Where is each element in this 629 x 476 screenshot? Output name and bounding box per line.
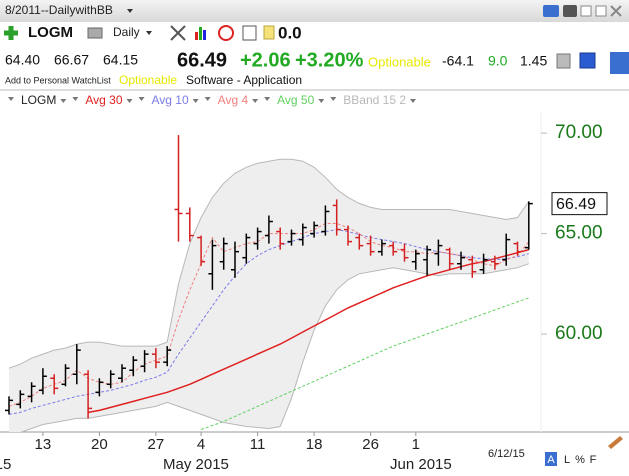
indicator-icon[interactable] bbox=[203, 30, 206, 40]
month-label: May 2015 bbox=[163, 456, 229, 473]
dropdown-arrow[interactable] bbox=[318, 99, 325, 103]
axes: 60.00 65.00 70.00 13 20 27 4 11 18 26 1 2015 May 201… bbox=[0, 122, 608, 473]
note-icon[interactable] bbox=[263, 25, 275, 40]
dropdown-arrow[interactable] bbox=[127, 9, 133, 13]
legend-marker[interactable] bbox=[8, 97, 14, 101]
legend: LOGM Avg 30 Avg 10 Avg 4 Avg 50 BBand 15 2 bbox=[8, 93, 416, 107]
close-button[interactable] bbox=[610, 5, 622, 17]
date-label: 6/12/15 bbox=[488, 448, 525, 460]
optionable: Optionable bbox=[368, 54, 431, 69]
plot-area bbox=[5, 135, 533, 432]
maximize-button[interactable] bbox=[595, 5, 607, 17]
band-line bbox=[8, 158, 530, 369]
average-line bbox=[87, 248, 529, 414]
stat: 1.45 bbox=[520, 53, 547, 69]
average-line bbox=[8, 229, 529, 415]
t-button[interactable] bbox=[563, 5, 577, 17]
legend-label[interactable]: Avg 10 bbox=[152, 93, 189, 107]
icon-box[interactable] bbox=[545, 452, 557, 466]
restore-button[interactable] bbox=[580, 5, 592, 17]
add-button[interactable] bbox=[4, 26, 18, 40]
average-line bbox=[8, 223, 530, 407]
legend-label[interactable]: Avg 30 bbox=[85, 93, 122, 107]
s-button[interactable] bbox=[543, 5, 559, 17]
panel-icon[interactable] bbox=[610, 52, 629, 74]
counter: 0.0 bbox=[278, 23, 302, 42]
x-tick-label: 26 bbox=[362, 436, 379, 453]
stat: -64.1 bbox=[442, 53, 474, 69]
y-tick-label: 60.00 bbox=[555, 323, 603, 344]
dropdown-arrow[interactable] bbox=[192, 99, 199, 103]
watchlist-link[interactable]: Add to Personal WatchList bbox=[5, 75, 111, 85]
period[interactable]: Daily bbox=[113, 25, 140, 39]
last-price-box bbox=[551, 192, 608, 216]
dropdown-arrow[interactable] bbox=[60, 99, 67, 103]
footer-icon[interactable]: A bbox=[547, 454, 555, 466]
dropdown-arrow[interactable] bbox=[252, 99, 259, 103]
legend-label[interactable]: LOGM bbox=[21, 93, 56, 107]
footer-icon[interactable]: L bbox=[564, 454, 570, 466]
tools-icon[interactable] bbox=[170, 25, 186, 41]
x-tick-label: 13 bbox=[35, 436, 52, 453]
band-line bbox=[20, 263, 529, 432]
symbol[interactable]: LOGM bbox=[28, 24, 73, 41]
print-icon[interactable] bbox=[87, 27, 103, 39]
footer-icon[interactable]: % bbox=[575, 454, 585, 466]
legend-label[interactable]: BBand 15 2 bbox=[343, 93, 406, 107]
legend-marker[interactable] bbox=[264, 97, 271, 101]
dropdown-arrow[interactable] bbox=[126, 99, 133, 103]
industry: Software - Application bbox=[186, 73, 302, 87]
save-icon[interactable] bbox=[579, 52, 596, 69]
dropdown-arrow[interactable] bbox=[146, 31, 152, 35]
average-line bbox=[200, 297, 529, 430]
legend-label[interactable]: Avg 4 bbox=[218, 93, 249, 107]
legend-marker[interactable] bbox=[72, 97, 79, 101]
legend-marker[interactable] bbox=[204, 97, 211, 101]
x-tick-label: 11 bbox=[250, 436, 266, 453]
x-tick-label: 27 bbox=[148, 436, 165, 453]
dropdown-arrow[interactable] bbox=[410, 99, 416, 103]
toolbar-icons bbox=[170, 25, 275, 41]
optionable-tag: Optionable bbox=[119, 73, 177, 87]
stack-icon[interactable] bbox=[556, 53, 571, 69]
legend-marker[interactable] bbox=[330, 97, 337, 101]
footer-icon[interactable]: F bbox=[590, 454, 597, 466]
quote-low: 64.15 bbox=[103, 52, 138, 68]
legend-marker[interactable] bbox=[138, 97, 145, 101]
indicator-icon[interactable] bbox=[199, 27, 202, 40]
pencil-icon[interactable] bbox=[608, 436, 623, 449]
legend-label[interactable]: Avg 50 bbox=[277, 93, 314, 107]
footer-icons: A L% F bbox=[545, 452, 597, 466]
quote-open: 64.40 bbox=[5, 52, 40, 68]
band-fill bbox=[9, 159, 529, 432]
window-buttons bbox=[543, 5, 622, 17]
title-bar bbox=[0, 0, 629, 22]
last-price: 66.49 bbox=[556, 196, 596, 213]
month-label: 2015 bbox=[0, 456, 11, 473]
quote-change-pct: +3.20% bbox=[295, 49, 364, 71]
window-title[interactable]: 8/2011--DailywithBB bbox=[5, 3, 113, 17]
x-tick-label: 4 bbox=[197, 436, 205, 453]
x-tick-label: 20 bbox=[91, 436, 108, 453]
x-tick-label: 18 bbox=[306, 436, 323, 453]
y-tick-label: 70.00 bbox=[555, 122, 603, 143]
indicator-icon[interactable] bbox=[195, 32, 198, 40]
month-label: Jun 2015 bbox=[390, 456, 452, 473]
quote-change: +2.06 bbox=[240, 49, 291, 71]
quote-last: 66.49 bbox=[177, 49, 227, 71]
alarm-icon[interactable] bbox=[218, 25, 234, 41]
y-tick-label: 65.00 bbox=[555, 223, 603, 244]
stat: 9.0 bbox=[488, 53, 508, 69]
quote-high: 66.67 bbox=[54, 52, 89, 68]
grid-icon[interactable] bbox=[242, 25, 257, 41]
x-tick-label: 1 bbox=[412, 436, 420, 453]
